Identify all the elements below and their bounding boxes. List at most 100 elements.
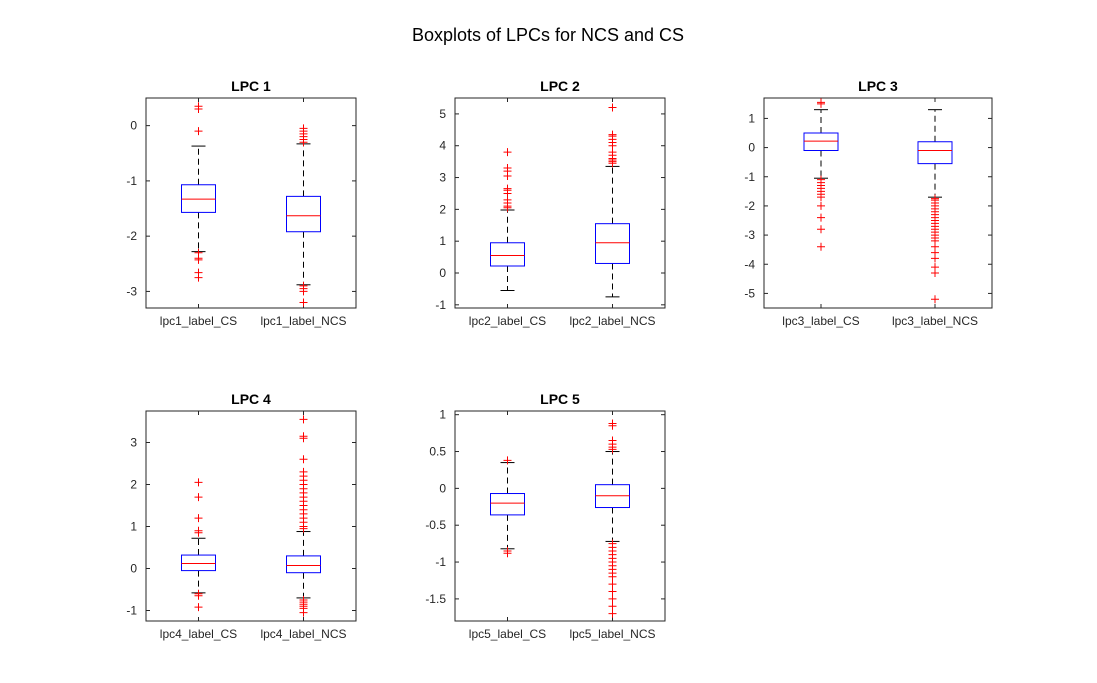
y-tick-label: 3 <box>130 436 137 450</box>
axes-frame <box>454 410 666 622</box>
iqr-box <box>286 555 321 574</box>
y-tick-label: 1 <box>130 520 137 534</box>
outlier-marker <box>503 164 512 172</box>
y-tick-label: -1 <box>435 298 446 312</box>
y-tick-label: -2 <box>744 199 755 213</box>
outlier-marker <box>608 609 617 618</box>
box-2: lpc3_label_NCS <box>892 98 978 328</box>
box-2: lpc4_label_NCS <box>260 411 347 641</box>
y-tick-label: 0.5 <box>429 445 446 459</box>
iqr-box <box>595 223 630 264</box>
outlier-marker <box>299 432 308 441</box>
y-tick-label: -2 <box>126 229 137 243</box>
iqr-box <box>490 493 525 516</box>
category-label: lpc4_label_CS <box>160 627 237 641</box>
outlier-marker <box>299 608 308 617</box>
subplot-title: LPC 1 <box>231 78 271 94</box>
axes-frame <box>454 97 666 309</box>
outlier-marker <box>608 580 617 589</box>
box-1: lpc4_label_CS <box>160 411 237 641</box>
iqr-box <box>181 554 216 572</box>
outlier-marker <box>194 105 203 114</box>
subplot-grid: LPC 1 0 -1 -2 -3 lpc1_label_CS lpc1_label_NCS L… <box>126 78 993 641</box>
subplot-title: LPC 4 <box>231 391 271 407</box>
y-tick-label: 1 <box>748 111 755 125</box>
category-label: lpc2_label_NCS <box>569 314 655 328</box>
outlier-marker <box>608 594 617 603</box>
y-tick-label: 0 <box>130 562 137 576</box>
outlier-marker <box>608 572 617 581</box>
outlier-marker <box>931 295 939 304</box>
category-label: lpc3_label_NCS <box>892 314 978 328</box>
y-tick-label: 0 <box>439 266 446 280</box>
category-label: lpc5_label_CS <box>469 627 546 641</box>
outlier-marker <box>503 456 512 465</box>
outlier-marker <box>299 415 308 424</box>
outlier-marker <box>299 455 308 464</box>
outlier-marker <box>817 225 825 234</box>
axes-frame <box>763 97 993 309</box>
subplot-4: LPC 4 3 2 1 0 -1 lpc4_label_CS lpc4_label_NCS <box>126 391 357 641</box>
outlier-marker <box>608 587 617 596</box>
category-label: lpc3_label_CS <box>782 314 859 328</box>
outlier-marker <box>503 148 512 157</box>
outlier-marker <box>194 273 203 282</box>
box-1: lpc3_label_CS <box>782 98 860 328</box>
outlier-marker <box>194 127 203 136</box>
y-tick-label: 2 <box>130 478 137 492</box>
subplot-title: LPC 2 <box>540 78 580 94</box>
outlier-marker <box>817 193 825 202</box>
y-tick-label: -3 <box>126 284 137 298</box>
outlier-marker <box>608 436 617 445</box>
outlier-marker <box>299 298 308 307</box>
category-label: lpc1_label_CS <box>160 314 237 328</box>
y-tick-label: 1 <box>439 234 446 248</box>
y-tick-label: -1 <box>435 555 446 569</box>
y-tick-label: -1.5 <box>425 592 446 606</box>
y-tick-label: -5 <box>744 286 755 300</box>
iqr-box <box>803 132 839 151</box>
y-tick-label: -3 <box>744 228 755 242</box>
subplot-3: LPC 3 1 0 -1 -2 -3 -4 -5 lpc3_label_CS lpc3_label… <box>744 78 993 328</box>
y-tick-label: -1 <box>126 174 137 188</box>
y-tick-label: -0.5 <box>425 518 446 532</box>
outlier-marker <box>931 254 939 263</box>
axes-frame <box>145 410 357 622</box>
outlier-marker <box>194 493 203 502</box>
box-2: lpc5_label_NCS <box>569 411 656 641</box>
outlier-marker <box>194 526 203 535</box>
iqr-box <box>286 195 321 233</box>
outlier-marker <box>194 255 203 264</box>
outlier-marker <box>194 603 203 612</box>
subplot-1: LPC 1 0 -1 -2 -3 lpc1_label_CS lpc1_label_NCS <box>126 78 357 328</box>
y-tick-label: 2 <box>439 202 446 216</box>
outlier-marker <box>608 602 617 611</box>
y-tick-label: 0 <box>748 141 755 155</box>
subplot-5: LPC 5 1 0.5 0 -0.5 -1 -1.5 lpc5_label_CS lpc5_la… <box>425 391 666 641</box>
outlier-marker <box>608 419 617 428</box>
outlier-marker <box>931 269 939 277</box>
outlier-marker <box>299 467 308 476</box>
axes-frame <box>145 97 357 309</box>
category-label: lpc2_label_CS <box>469 314 546 328</box>
subplot-title: LPC 5 <box>540 391 580 407</box>
box-2: lpc1_label_NCS <box>260 98 347 328</box>
outlier-marker <box>503 549 512 558</box>
outlier-marker <box>817 201 825 210</box>
outlier-marker <box>817 242 825 251</box>
category-label: lpc4_label_NCS <box>260 627 346 641</box>
box-1: lpc1_label_CS <box>160 98 237 328</box>
box-1: lpc2_label_CS <box>469 98 546 328</box>
iqr-box <box>181 184 216 213</box>
y-tick-label: 1 <box>439 408 446 422</box>
y-tick-label: 3 <box>439 171 446 185</box>
outlier-marker <box>817 213 825 222</box>
figure-title: Boxplots of LPCs for NCS and CS <box>412 25 684 45</box>
outlier-marker <box>503 184 512 193</box>
y-tick-label: -4 <box>744 257 755 271</box>
outlier-marker <box>299 287 308 296</box>
outlier-marker <box>194 514 203 523</box>
box-2: lpc2_label_NCS <box>569 98 656 328</box>
category-label: lpc5_label_NCS <box>569 627 655 641</box>
